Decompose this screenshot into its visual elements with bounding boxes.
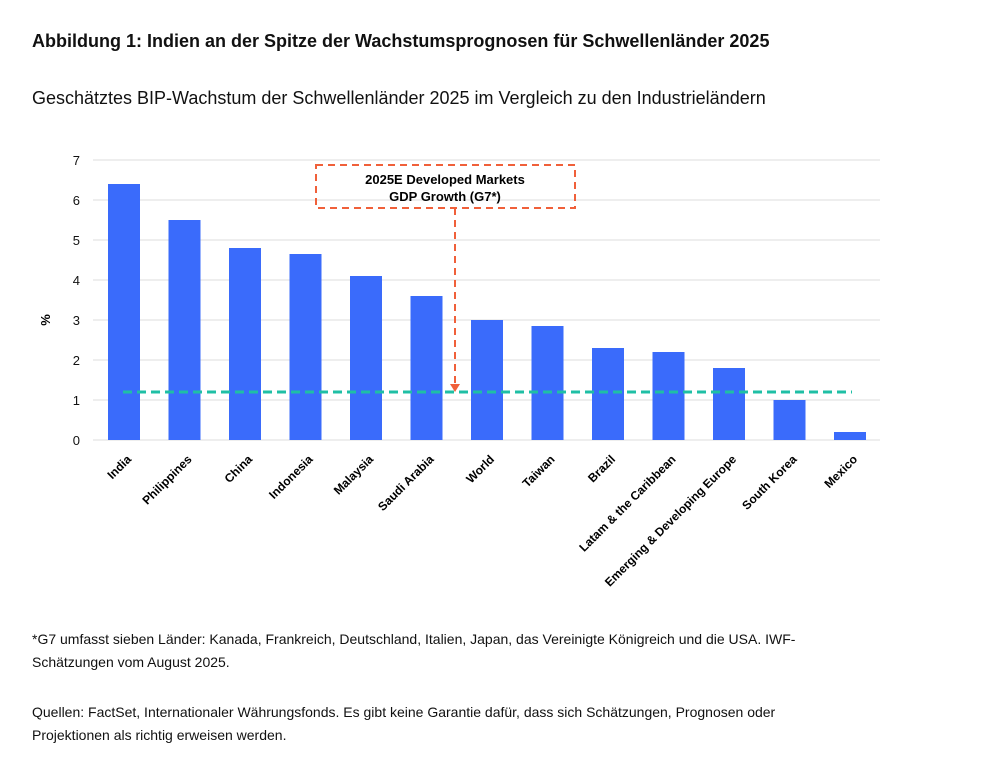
x-tick-label: World	[463, 452, 497, 486]
chart-subtitle: Geschätztes BIP-Wachstum der Schwellenlä…	[32, 88, 766, 108]
bar-taiwan	[531, 326, 564, 440]
figure-title: Abbildung 1: Indien an der Spitze der Wa…	[32, 31, 770, 51]
annotation-line2: GDP Growth (G7*)	[389, 189, 501, 204]
y-tick-label: 4	[73, 273, 80, 288]
bar-india	[108, 184, 140, 440]
bar-brazil	[592, 348, 624, 440]
bar-indonesia	[289, 254, 322, 440]
bar-south-korea	[773, 400, 806, 440]
x-tick-label: Indonesia	[266, 452, 316, 502]
x-tick-label: Mexico	[821, 452, 860, 491]
bar-mexico	[834, 432, 866, 440]
y-axis-label: %	[38, 314, 53, 326]
y-tick-label: 0	[73, 433, 80, 448]
x-tick-label: China	[222, 452, 256, 486]
sources-note: Quellen: FactSet, Internationaler Währun…	[32, 704, 776, 743]
x-tick-label: Malaysia	[331, 452, 377, 498]
x-tick-label: South Korea	[739, 452, 800, 513]
x-tick-label: India	[104, 452, 134, 482]
bar-emerging-developing-europe	[713, 368, 745, 440]
annotation-line1: 2025E Developed Markets	[365, 172, 525, 187]
y-tick-label: 6	[73, 193, 80, 208]
footnote: *G7 umfasst sieben Länder: Kanada, Frank…	[32, 631, 796, 670]
annotation-arrowhead-icon	[450, 384, 460, 392]
y-tick-label: 1	[73, 393, 80, 408]
bar-malaysia	[350, 276, 382, 440]
bar-chart: 0 1 2 3 4 5 6 7% India Philippines China Indonesia M…	[38, 153, 880, 589]
bar-saudi-arabia	[410, 296, 443, 440]
x-tick-label: Brazil	[585, 452, 618, 485]
x-tick-label: Saudi Arabia	[375, 452, 437, 514]
x-tick-label: Taiwan	[520, 452, 558, 490]
y-tick-label: 7	[73, 153, 80, 168]
bar-latam-the-caribbean	[652, 352, 685, 440]
bar-philippines	[168, 220, 201, 440]
y-tick-label: 2	[73, 353, 80, 368]
x-tick-label: Philippines	[139, 452, 194, 507]
x-tick-label: Emerging & Developing Europe	[602, 452, 739, 589]
bar-world	[471, 320, 503, 440]
bar-china	[229, 248, 261, 440]
y-tick-label: 5	[73, 233, 80, 248]
y-tick-label: 3	[73, 313, 80, 328]
annotation-box	[315, 164, 576, 209]
